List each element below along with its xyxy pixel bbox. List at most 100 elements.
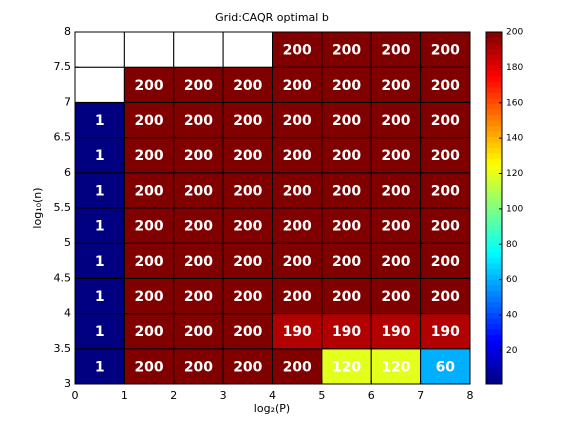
y-tick-label: 6: [64, 166, 71, 179]
cell: [321, 277, 372, 315]
colorbar-swatch: [486, 208, 502, 214]
cell-label: 200: [233, 148, 262, 164]
cell-label: 200: [134, 254, 163, 270]
cell: [420, 313, 471, 350]
cell-label: 200: [431, 78, 460, 94]
cell-label: 200: [134, 359, 163, 375]
colorbar-swatch: [486, 230, 502, 236]
cell-label: 200: [431, 148, 460, 164]
y-tick-label: 3.5: [54, 342, 72, 355]
colorbar-swatch: [486, 241, 502, 247]
colorbar-swatch: [486, 92, 502, 99]
cell: [272, 101, 323, 139]
x-tick-label: 3: [220, 389, 227, 402]
cell-label: 200: [184, 324, 213, 340]
cell: [370, 101, 422, 139]
cell-label: 200: [184, 254, 213, 270]
cell-label: 200: [233, 359, 262, 375]
cell: [123, 66, 175, 103]
cell-label: 200: [431, 289, 460, 305]
colorbar-swatch: [486, 274, 502, 280]
cell-label: 200: [283, 113, 312, 129]
cell-label: 120: [332, 359, 361, 375]
colorbar-tick-label: 100: [506, 204, 523, 214]
cell: [173, 207, 224, 244]
empty-cell: [173, 31, 224, 68]
cell-label: 200: [283, 148, 312, 164]
cell-label: 200: [134, 324, 163, 340]
cell-label: 200: [332, 148, 361, 164]
cell-label: 1: [95, 148, 105, 164]
y-tick-label: 5: [64, 236, 71, 249]
colorbar-frame: [485, 31, 503, 385]
cell-label: 60: [436, 359, 456, 375]
cell-label: 200: [184, 113, 213, 129]
cell-label: 1: [95, 113, 105, 129]
colorbar-swatch: [486, 131, 502, 137]
colorbar-swatch: [486, 263, 502, 269]
cell: [272, 313, 323, 350]
x-axis-label: log₂(P): [254, 402, 290, 415]
cell: [272, 137, 323, 174]
y-tick-label: 3: [64, 377, 71, 390]
colorbar-swatch: [486, 87, 502, 93]
cell-label: 200: [134, 219, 163, 235]
colorbar-swatch: [486, 378, 502, 385]
colorbar-swatch: [486, 147, 502, 154]
colorbar-swatch: [486, 318, 502, 324]
colorbar-swatch: [486, 59, 502, 66]
cell-label: 200: [283, 289, 312, 305]
cell: [321, 101, 372, 139]
cell-label: 200: [233, 113, 262, 129]
cell: [370, 242, 422, 279]
cell: [370, 172, 422, 209]
cell-label: 120: [381, 359, 410, 375]
cell-label: 200: [332, 254, 361, 270]
colorbar-swatch: [486, 32, 502, 38]
cell: [420, 66, 471, 103]
cell: [321, 66, 372, 103]
cell: [272, 207, 323, 244]
colorbar-swatch: [486, 246, 502, 253]
y-tick-label: 7: [64, 95, 71, 108]
chart-title: Grid:CAQR optimal b: [215, 11, 329, 24]
cell: [222, 66, 273, 103]
cell: [420, 348, 471, 385]
cell: [420, 277, 471, 315]
colorbar-swatch: [486, 76, 502, 82]
cell-label: 200: [184, 219, 213, 235]
cell-label: 200: [283, 43, 312, 59]
cell-label: 200: [233, 78, 262, 94]
cell-label: 200: [134, 78, 163, 94]
colorbar-swatch: [486, 312, 502, 319]
colorbar-swatch: [486, 197, 502, 203]
colorbar-swatch: [486, 142, 502, 148]
colorbar-swatch: [486, 268, 502, 275]
x-tick-label: 8: [467, 389, 474, 402]
cell-label: 1: [95, 219, 105, 235]
cell: [321, 137, 372, 174]
cell-label: 200: [431, 43, 460, 59]
cell-label: 190: [332, 324, 361, 340]
cell-label: 200: [381, 78, 410, 94]
colorbar-swatch: [486, 257, 502, 264]
colorbar-tick-label: 20: [506, 346, 518, 356]
colorbar-swatch: [486, 219, 502, 225]
y-tick-label: 4.5: [54, 271, 72, 284]
colorbar-swatch: [486, 329, 502, 335]
colorbar-swatch: [486, 109, 502, 115]
cell-label: 200: [283, 219, 312, 235]
cell: [222, 313, 273, 350]
cell: [370, 313, 422, 350]
colorbar-swatch: [486, 307, 502, 313]
colorbar-swatch: [486, 202, 502, 209]
cell: [370, 207, 422, 244]
colorbar-tick-label: 80: [506, 240, 518, 250]
cell: [222, 101, 273, 139]
x-tick-label: 5: [318, 389, 325, 402]
cell: [173, 277, 224, 315]
cell-label: 200: [134, 289, 163, 305]
cell-label: 200: [184, 183, 213, 199]
y-axis-label: log₁₀(n): [31, 187, 44, 228]
cell: [222, 137, 273, 174]
